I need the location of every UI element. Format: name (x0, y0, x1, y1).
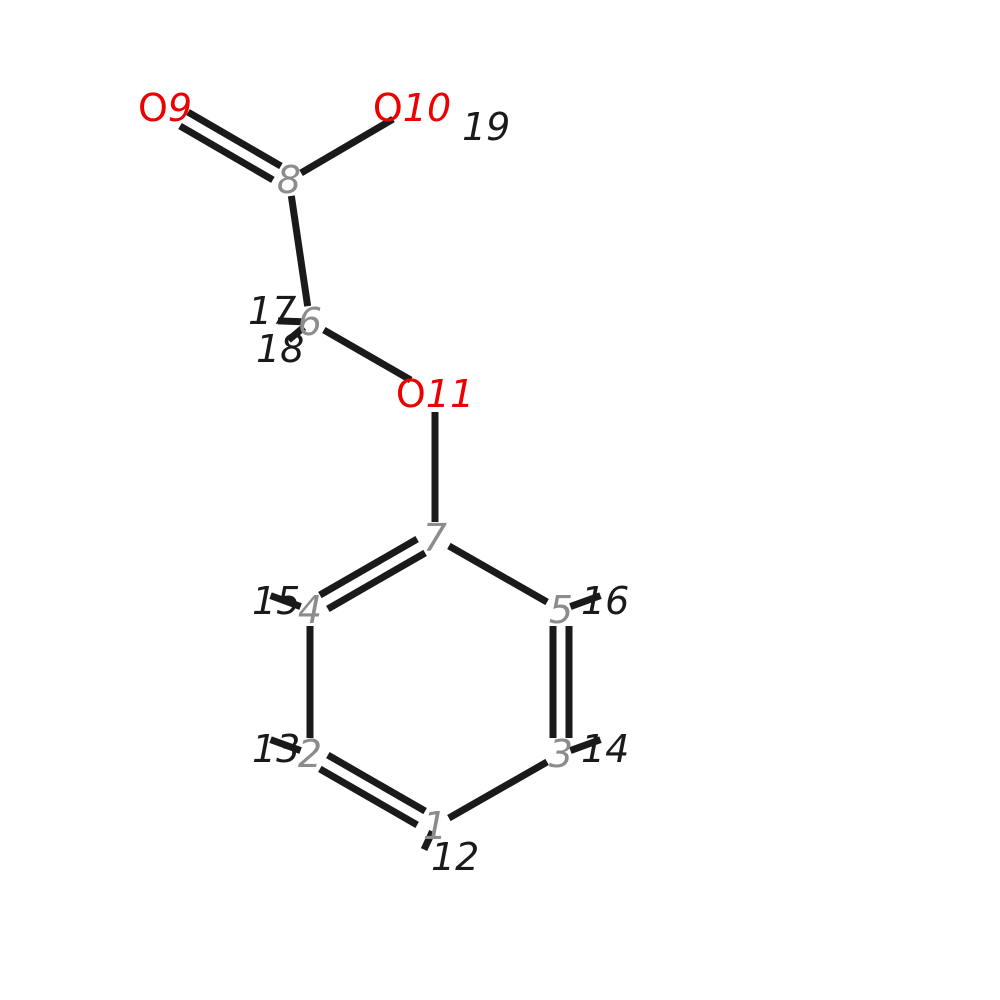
atom-C6: 6 (298, 300, 322, 344)
atom-index-C2: 2 (298, 732, 322, 776)
atom-index-O11: 11 (426, 372, 474, 416)
atom-C8: 8 (277, 158, 301, 202)
atom-index-C5: 5 (549, 588, 573, 632)
atom-C7: 7 (423, 516, 447, 560)
atom-element-O9: O (138, 86, 168, 130)
atom-O9: O9 (138, 86, 192, 130)
bond-C3-C1 (449, 762, 547, 818)
atom-index-C6: 6 (298, 300, 322, 344)
h-index-19: 19 (462, 105, 510, 149)
atom-index-O10: 10 (403, 86, 451, 130)
h-index-14: 14 (581, 727, 629, 771)
atom-element-O11: O (396, 372, 426, 416)
h-index-13: 13 (252, 727, 300, 771)
atom-index-C4: 4 (298, 588, 322, 632)
molecule-diagram: 1213141516171819O9O1086O11745231 (0, 0, 1000, 1000)
atom-index-C7: 7 (423, 516, 447, 560)
atom-C5: 5 (549, 588, 573, 632)
atom-index-C8: 8 (277, 158, 301, 202)
atom-index-C3: 3 (549, 732, 573, 776)
atom-O11: O11 (396, 372, 474, 416)
atom-element-O10: O (373, 86, 403, 130)
h-index-16: 16 (581, 579, 629, 623)
atom-C1: 1 (423, 804, 447, 848)
atom-C4: 4 (298, 588, 322, 632)
atom-C2: 2 (298, 732, 322, 776)
h-index-15: 15 (252, 579, 300, 623)
bonds-group (180, 112, 569, 825)
atom-labels: O9O1086O11745231 (138, 86, 573, 848)
atom-index-O9: 9 (168, 86, 192, 130)
atom-O10: O10 (373, 86, 451, 130)
atom-index-C1: 1 (423, 804, 447, 848)
bond-C7-C5 (449, 546, 547, 602)
atom-C3: 3 (549, 732, 573, 776)
